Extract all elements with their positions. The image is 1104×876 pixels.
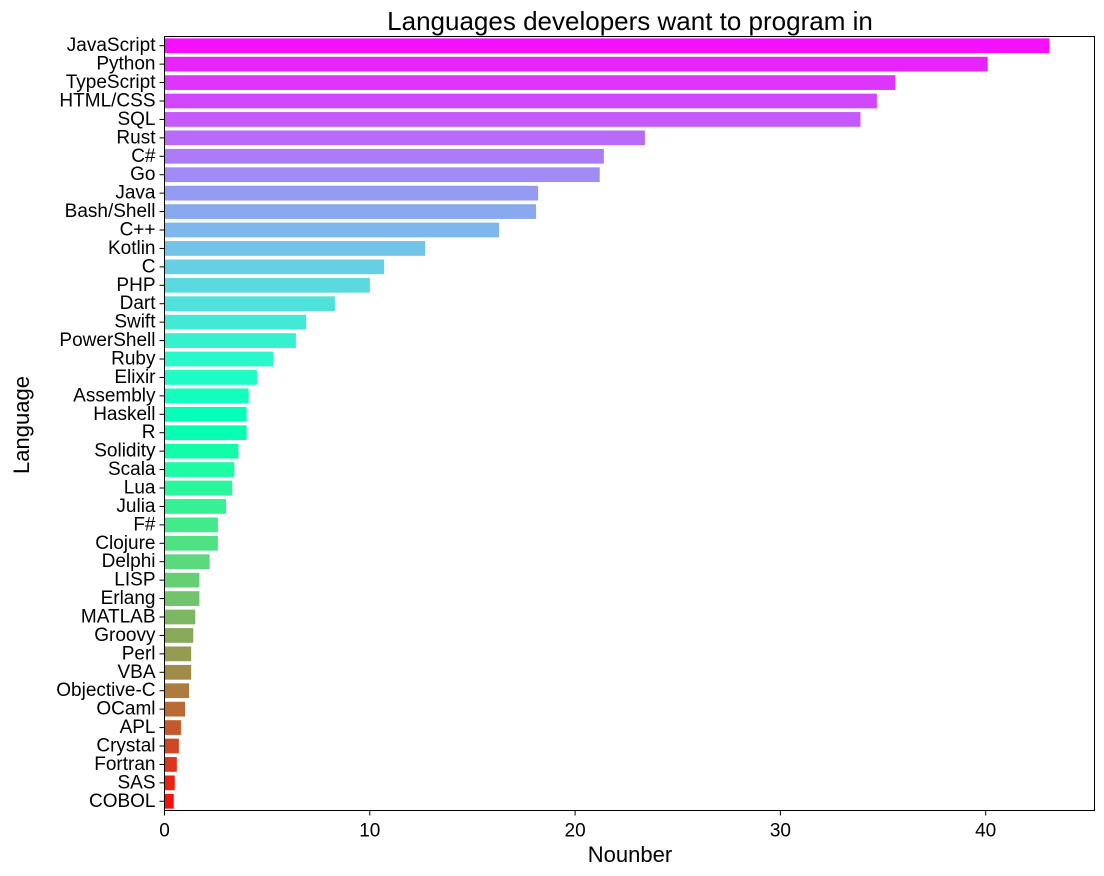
y-tick-label-groovy: Groovy (94, 625, 156, 646)
y-tick-label-clojure: Clojure (95, 533, 155, 554)
y-tick-label-scala: Scala (108, 459, 156, 480)
y-tick-label-c: C++ (120, 220, 156, 241)
bar-powershell (164, 333, 296, 348)
bar-objective-c (164, 683, 190, 699)
bar-f (164, 517, 218, 533)
bar-c (164, 222, 500, 238)
bar-julia (164, 499, 227, 514)
x-tick-label-40: 40 (975, 821, 996, 842)
bar-go (164, 167, 600, 183)
bar-fortran (164, 757, 177, 772)
y-tick-label-html-css: HTML/CSS (59, 91, 155, 112)
chart-title: Languages developers want to program in (387, 6, 873, 36)
bar-perl (164, 646, 192, 662)
bar-rust (164, 130, 645, 146)
y-tick-label-julia: Julia (116, 496, 156, 517)
y-tick-label-crystal: Crystal (96, 736, 155, 757)
x-ticks: 0 10 20 30 40 (159, 810, 996, 842)
bar-haskell (164, 406, 247, 422)
y-tick-label-perl: Perl (122, 643, 156, 664)
x-tick-label-0: 0 (159, 821, 170, 842)
y-tick-label-delphi: Delphi (102, 551, 156, 572)
y-tick-label-go: Go (130, 164, 155, 185)
y-tick-label-lua: Lua (124, 478, 156, 499)
bar-c (164, 148, 604, 164)
y-tick-label-vba: VBA (117, 662, 155, 683)
y-tick-label-solidity: Solidity (94, 441, 156, 462)
bar-sas (164, 775, 175, 791)
y-tick-label-fortran: Fortran (94, 754, 155, 775)
bar-lua (164, 480, 233, 496)
y-tick-label-lisp: LISP (114, 570, 155, 591)
bar-solidity (164, 443, 239, 459)
x-tick-label-30: 30 (770, 821, 791, 842)
bar-apl (164, 720, 181, 735)
y-tick-label-bash-shell: Bash/Shell (65, 201, 156, 222)
bar-javascript (164, 38, 1050, 54)
bar-clojure (164, 535, 218, 551)
y-tick-label-haskell: Haskell (93, 404, 155, 425)
y-tick-label-swift: Swift (114, 312, 156, 333)
y-tick-label-rust: Rust (116, 127, 156, 148)
bar-bash-shell (164, 204, 537, 219)
y-tick-label-dart: Dart (120, 293, 157, 314)
y-tick-label-objective-c: Objective-C (56, 680, 155, 701)
y-tick-label-c: C# (131, 146, 156, 167)
bar-kotlin (164, 241, 426, 256)
bar-lisp (164, 572, 200, 588)
bar-ruby (164, 351, 274, 367)
y-tick-label-matlab: MATLAB (81, 607, 156, 628)
bar-php (164, 277, 370, 293)
bar-python (164, 56, 988, 72)
bar-dart (164, 296, 335, 312)
y-tick-label-python: Python (96, 54, 155, 75)
y-tick-label-apl: APL (120, 717, 156, 738)
y-tick-label-powershell: PowerShell (59, 330, 155, 351)
y-tick-label-kotlin: Kotlin (108, 238, 156, 259)
y-tick-label-java: Java (115, 183, 156, 204)
bar-cobol (164, 793, 174, 809)
bar-groovy (164, 628, 194, 643)
y-tick-label-ruby: Ruby (111, 349, 156, 370)
bar-erlang (164, 591, 200, 606)
bars-group (164, 38, 1050, 809)
y-tick-label-sas: SAS (117, 772, 155, 793)
y-tick-label-php: PHP (116, 275, 155, 296)
y-tick-label-ocaml: OCaml (96, 699, 155, 720)
x-tick-label-10: 10 (359, 821, 380, 842)
bar-vba (164, 664, 192, 680)
bar-scala (164, 462, 235, 477)
bar-matlab (164, 609, 196, 625)
y-tick-label-typescript: TypeScript (66, 72, 156, 93)
y-axis-label: Language (9, 376, 34, 474)
bar-ocaml (164, 701, 186, 717)
y-tick-label-javascript: JavaScript (67, 35, 156, 56)
y-tick-label-f: F# (133, 514, 156, 535)
x-tick-label-20: 20 (565, 821, 586, 842)
y-tick-label-elixir: Elixir (114, 367, 156, 388)
bar-r (164, 425, 247, 441)
y-tick-label-sql: SQL (117, 109, 155, 130)
plot-frame (164, 36, 1095, 811)
bar-crystal (164, 738, 179, 754)
y-tick-label-r: R (142, 422, 156, 443)
y-tick-label-cobol: COBOL (89, 791, 156, 812)
bar-typescript (164, 75, 896, 90)
bar-swift (164, 314, 307, 330)
bar-sql (164, 112, 861, 127)
bar-html-css (164, 93, 877, 109)
bar-java (164, 185, 539, 201)
bar-elixir (164, 370, 257, 385)
y-tick-label-c: C (142, 256, 156, 277)
bar-delphi (164, 554, 210, 570)
bar-c (164, 259, 385, 275)
y-tick-label-assembly: Assembly (73, 385, 156, 406)
x-axis-label: Nounber (588, 842, 672, 867)
bar-assembly (164, 388, 249, 404)
y-tick-labels: JavaScriptPythonTypeScriptHTML/CSSSQLRus… (56, 35, 165, 812)
y-tick-label-erlang: Erlang (101, 588, 156, 609)
